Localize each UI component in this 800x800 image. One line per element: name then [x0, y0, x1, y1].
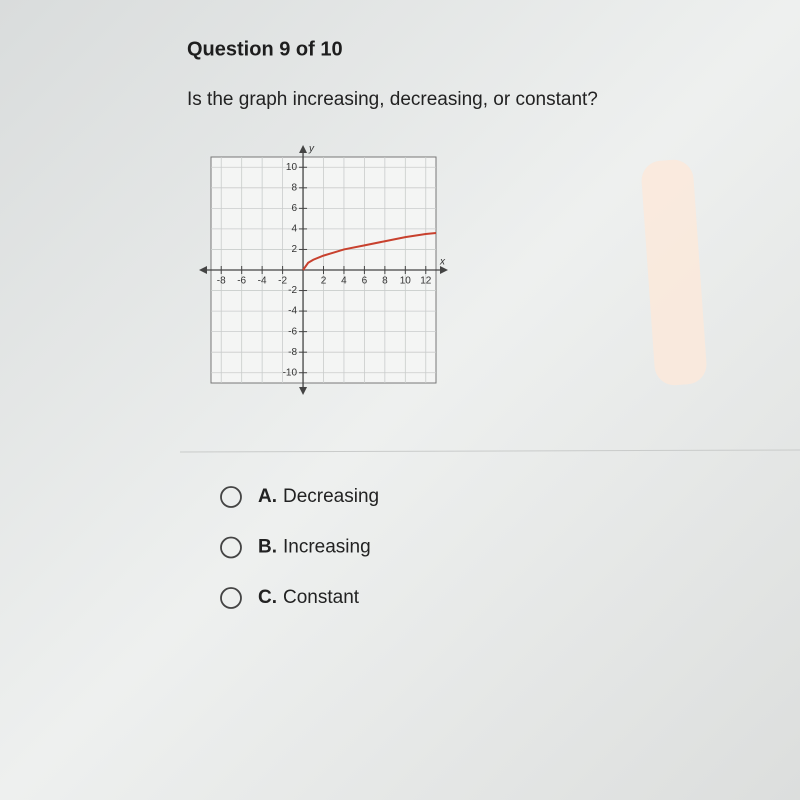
x-axis-label: x [439, 257, 446, 268]
options: A. Decreasing B. Increasing C. Constant [220, 486, 379, 609]
question-counter: Question 9 of 10 [187, 38, 343, 60]
y-tick-label: -6 [288, 326, 297, 337]
x-tick-label: 6 [362, 276, 368, 287]
x-tick-label: 4 [341, 276, 347, 287]
graph: x y -8 -6 -4 -2 2 4 6 8 10 12 10 8 6 4 2 -2 -4 -6 -8 -10 [199, 144, 448, 395]
radio-button[interactable] [220, 536, 242, 559]
option-letter[interactable]: C. [258, 587, 277, 608]
option-text[interactable]: Decreasing [283, 486, 379, 507]
option-label[interactable]: B. Increasing [258, 537, 371, 558]
y-axis-label: y [308, 144, 315, 155]
answer-option[interactable]: A. Decreasing [220, 486, 379, 508]
y-tick-label: -2 [288, 285, 297, 296]
x-tick-label: -2 [278, 276, 287, 287]
x-tick-label: 2 [321, 276, 327, 287]
y-tick-label: 6 [291, 203, 297, 214]
option-letter[interactable]: A. [258, 486, 277, 507]
answer-option[interactable]: C. Constant [220, 587, 360, 609]
x-tick-label: 10 [400, 276, 412, 287]
y-tick-label: 10 [286, 162, 298, 173]
separator [179, 449, 800, 453]
answer-option[interactable]: B. Increasing [220, 536, 371, 559]
y-tick-label: 8 [291, 182, 297, 193]
question-text: Is the graph increasing, decreasing, or … [187, 89, 598, 110]
y-tick-label: -10 [283, 367, 298, 378]
curve [302, 232, 437, 271]
y-tick-label: -8 [288, 347, 297, 358]
x-tick-label: -8 [217, 276, 226, 287]
option-label[interactable]: A. Decreasing [258, 486, 379, 507]
y-tick-label: 4 [291, 224, 297, 235]
x-tick-label: 8 [382, 276, 388, 287]
y-tick-label: 2 [291, 244, 297, 255]
x-tick-label: -4 [258, 276, 267, 287]
option-label[interactable]: C. Constant [258, 587, 360, 608]
y-tick-label: -4 [288, 306, 297, 317]
option-letter[interactable]: B. [258, 537, 277, 558]
radio-button[interactable] [220, 587, 242, 609]
option-text[interactable]: Constant [283, 587, 360, 608]
x-tick-label: 12 [420, 276, 432, 287]
glare [641, 159, 707, 386]
option-text[interactable]: Increasing [283, 537, 371, 558]
x-tick-label: -6 [237, 276, 246, 287]
radio-button[interactable] [220, 486, 242, 508]
